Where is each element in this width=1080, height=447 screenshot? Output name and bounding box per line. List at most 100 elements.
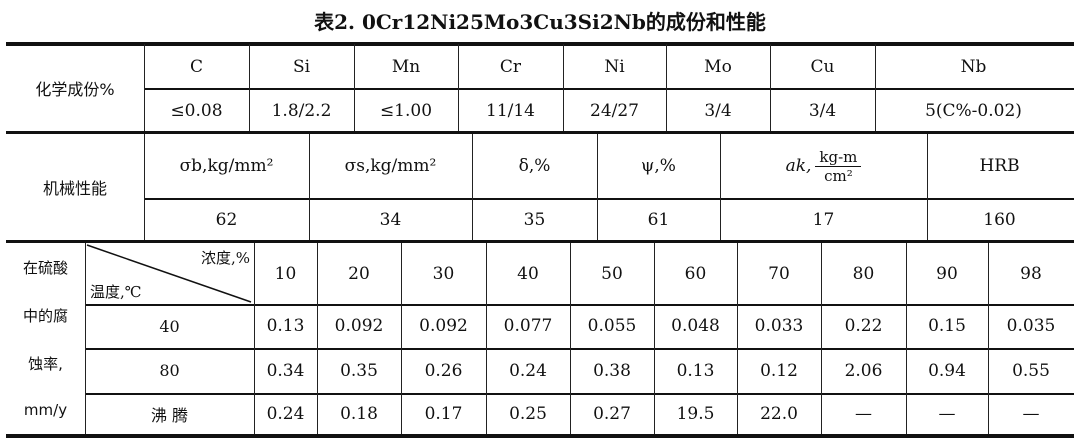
corrosion-rate-cell: 0.035 [1006,316,1056,336]
corrosion-rate-cell: 0.24 [509,360,547,381]
column-divider [354,44,355,131]
concentration-header: 60 [684,263,707,284]
concentration-header: 20 [348,263,370,284]
impact-unit: kg-m cm² [815,148,862,185]
property-header: σb,kg/mm² [179,156,274,176]
corrosion-rate-cell: 0.55 [1012,360,1050,381]
rule [6,42,1074,46]
corrosion-rate-cell: 22.0 [760,403,798,424]
composition-label: 化学成份% [35,79,115,99]
column-divider [988,243,989,434]
property-value: 160 [983,210,1016,230]
column-divider [597,134,598,240]
element-header: Mo [704,57,732,77]
column-divider [144,134,145,240]
impact-label: ak, [785,156,812,176]
property-value: 62 [215,210,238,230]
rule [85,304,1074,306]
corrosion-rate-cell: 0.13 [676,360,715,381]
concentration-header: 40 [517,263,539,284]
column-divider [144,44,145,131]
property-value: 61 [647,210,670,230]
column-divider [875,44,876,131]
column-divider [472,134,473,240]
corrosion-rate-cell: 0.24 [266,403,305,424]
column-divider [317,243,318,434]
corrosion-rate-cell: 0.092 [419,316,468,336]
corrosion-rate-cell: 0.27 [593,403,631,424]
rule [6,434,1074,438]
property-value: 35 [523,210,546,230]
corrosion-rate-cell: 0.26 [424,360,463,381]
column-divider [254,243,255,434]
temperature-cell: 80 [159,361,180,380]
corrosion-rate-cell: — [855,403,872,424]
concentration-header: 80 [852,263,875,284]
element-header: Mn [391,57,421,77]
corrosion-label: 在硫酸 中的腐 蚀率, mm/y [6,243,85,433]
column-divider [401,243,402,434]
column-divider [249,44,250,131]
column-divider [770,44,771,131]
column-divider [821,243,822,434]
element-header: C [189,57,203,77]
element-header: Cr [499,57,522,77]
impact-header: ak, kg-m cm² [720,134,927,198]
property-header: δ,% [518,156,551,176]
element-header: Nb [960,57,987,77]
temperature-axis-label: 温度,℃ [90,283,142,301]
element-value: 5(C%-0.02) [925,100,1022,121]
diagonal-line [86,244,252,303]
concentration-header: 90 [936,263,958,284]
corrosion-rate-cell: 0.22 [844,316,883,336]
temperature-cell: 沸 腾 [150,405,189,425]
corrosion-rate-cell: 2.06 [844,360,883,381]
concentration-header: 30 [432,263,455,284]
corrosion-rate-cell: 0.17 [424,403,463,424]
corrosion-rate-cell: 0.077 [503,316,553,336]
column-divider [85,243,86,434]
rule [6,240,1074,243]
rule [85,348,1074,350]
rule [85,393,1074,395]
corrosion-rate-cell: 0.34 [266,360,305,381]
rule [6,131,1074,134]
corrosion-rate-cell: 0.25 [509,403,547,424]
corrosion-rate-cell: 19.5 [676,403,715,424]
column-divider [737,243,738,434]
diagonal-header-cell [85,243,254,304]
concentration-header: 10 [274,263,297,284]
element-value: 3/4 [704,100,732,121]
column-divider [309,134,310,240]
corrosion-label-line: 中的腐 [22,306,68,325]
temperature-cell: 40 [159,316,180,336]
element-header: Ni [604,57,625,77]
corrosion-rate-cell: 0.38 [593,360,631,381]
column-divider [570,243,571,434]
concentration-axis-label: 浓度,% [200,249,250,267]
column-divider [563,44,564,131]
element-value: 1.8/2.2 [271,100,332,121]
corrosion-rate-cell: 0.13 [266,316,305,336]
column-divider [458,44,459,131]
column-divider [906,243,907,434]
property-value: 17 [812,210,835,230]
column-divider [666,44,667,131]
element-value: 3/4 [808,100,837,121]
unit-denominator: cm² [824,166,853,185]
property-header: HRB [979,156,1020,176]
property-header: ψ,% [641,156,676,176]
corrosion-rate-cell: 0.35 [340,360,378,381]
corrosion-rate-cell: 0.033 [754,316,804,336]
rule [144,198,1074,200]
mechanical-label: 机械性能 [42,179,107,198]
column-divider [720,134,721,240]
column-divider [927,134,928,240]
corrosion-label-line: 蚀率, [28,355,63,374]
element-value: ≤1.00 [379,100,433,121]
corrosion-label-line: mm/y [23,401,68,420]
element-header: Si [292,57,311,77]
element-value: 11/14 [486,100,535,121]
unit-numerator: kg-m [815,148,862,167]
